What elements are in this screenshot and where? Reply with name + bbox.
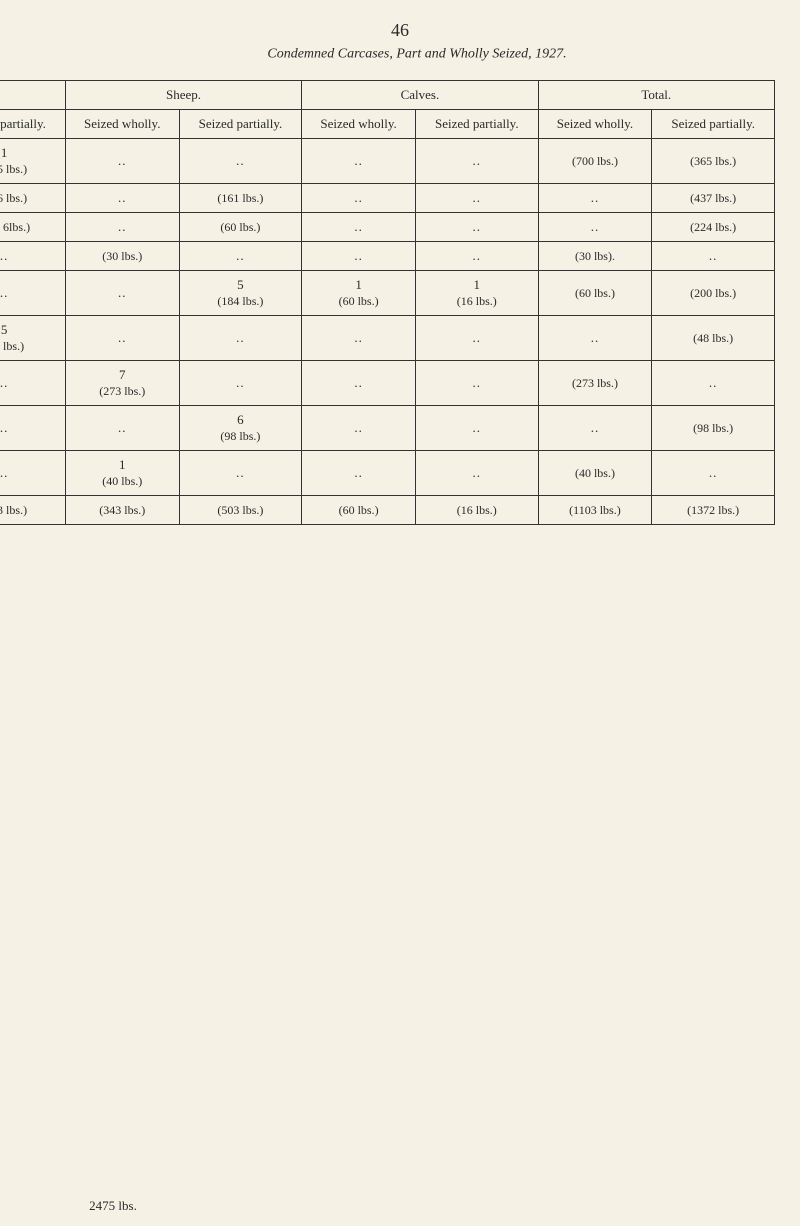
data-cell: (700 lbs.) <box>538 139 652 184</box>
totals-row: Total,(700 lbs.)(853 lbs.)(343 lbs.)(503… <box>0 496 775 525</box>
data-cell: (273 lbs.) <box>538 361 652 406</box>
data-cell: .. <box>652 242 775 271</box>
data-cell: .. <box>65 271 179 316</box>
data-cell: .. <box>416 406 539 451</box>
data-cell: .. <box>302 139 416 184</box>
table-row: Infiltration and Bruising,......6(98 lbs… <box>0 406 775 451</box>
sub-total-partially: Seized partially. <box>652 110 775 139</box>
data-cell: .. <box>65 184 179 213</box>
data-cell: (437 lbs.) <box>652 184 775 213</box>
table-row: Not bled,....1(40 lbs.)......(40 lbs.).. <box>0 451 775 496</box>
table-row: Emaciation,....7(273 lbs.)......(273 lbs… <box>0 361 775 406</box>
carcases-table: Disease. Cattle. Sheep. Calves. Total. S… <box>0 80 775 525</box>
data-cell: (48 lbs.) <box>652 316 775 361</box>
data-cell: .. <box>179 451 302 496</box>
data-cell: 6(98 lbs.) <box>179 406 302 451</box>
sub-total-wholly: Seized wholly. <box>538 110 652 139</box>
data-cell: .. <box>538 213 652 242</box>
data-cell: .. <box>302 451 416 496</box>
data-cell: .. <box>652 361 775 406</box>
data-cell: 5(184 lbs.) <box>179 271 302 316</box>
data-cell: (60 lbs.) <box>538 271 652 316</box>
data-cell: .. <box>416 242 539 271</box>
table-row: Fever,......5(184 lbs.)1(60 lbs.)1(16 lb… <box>0 271 775 316</box>
total-cell: (1372 lbs.) <box>652 496 775 525</box>
data-cell: (224 lbs.) <box>652 213 775 242</box>
category-total: Total. <box>538 81 774 110</box>
data-cell: .. <box>0 406 65 451</box>
total-cell: (60 lbs.) <box>302 496 416 525</box>
data-cell: (200 lbs.) <box>652 271 775 316</box>
data-cell: .. <box>0 242 65 271</box>
sub-sheep-wholly: Seized wholly. <box>65 110 179 139</box>
data-cell: (365 lbs.) <box>652 139 775 184</box>
category-sheep: Sheep. <box>65 81 301 110</box>
data-cell: (98 lbs.) <box>652 406 775 451</box>
total-cell: (853 lbs.) <box>0 496 65 525</box>
data-cell: .. <box>302 361 416 406</box>
grand-total: 2475 lbs. <box>89 1198 137 1214</box>
table-row: Tuberculosis,1(700 lbs.)1(365 lbs.).....… <box>0 139 775 184</box>
data-cell: .. <box>0 361 65 406</box>
total-cell: (343 lbs.) <box>65 496 179 525</box>
data-cell: (276 lbs.) <box>0 184 65 213</box>
data-cell: .. <box>179 316 302 361</box>
data-cell: .. <box>65 406 179 451</box>
data-cell: .. <box>416 139 539 184</box>
data-cell: .. <box>65 213 179 242</box>
data-cell: .. <box>302 184 416 213</box>
total-cell: (16 lbs.) <box>416 496 539 525</box>
data-cell: .. <box>416 361 539 406</box>
table-title: Condemned Carcases, Part and Wholly Seiz… <box>267 47 566 63</box>
data-cell: 1(40 lbs.) <box>65 451 179 496</box>
data-cell: (161 lbs.) <box>179 184 302 213</box>
data-cell: (40 lbs.) <box>538 451 652 496</box>
data-cell: (30 lbs). <box>538 242 652 271</box>
total-cell: (1103 lbs.) <box>538 496 652 525</box>
data-cell: (60 lbs.) <box>179 213 302 242</box>
category-calves: Calves. <box>302 81 538 110</box>
data-cell: .. <box>416 184 539 213</box>
data-cell: (30 lbs.) <box>65 242 179 271</box>
data-cell: .. <box>179 361 302 406</box>
data-cell: 1(365 lbs.) <box>0 139 65 184</box>
table-row: Actinomycosis,..5(48 lbs.)..........(48 … <box>0 316 775 361</box>
data-cell: .. <box>416 213 539 242</box>
total-cell: (503 lbs.) <box>179 496 302 525</box>
data-cell: .. <box>416 316 539 361</box>
data-cell: .. <box>179 139 302 184</box>
data-cell: .. <box>65 316 179 361</box>
data-cell: .. <box>416 451 539 496</box>
sub-cattle-partially: Seized partially. <box>0 110 65 139</box>
data-cell: .. <box>538 316 652 361</box>
data-cell: .. <box>302 213 416 242</box>
data-cell: .. <box>302 316 416 361</box>
data-cell: .. <box>302 242 416 271</box>
table-row: Distomatosis,..(164 6lbs.)..(60 lbs.)...… <box>0 213 775 242</box>
data-cell: 7(273 lbs.) <box>65 361 179 406</box>
data-cell: .. <box>538 406 652 451</box>
data-cell: (164 6lbs.) <box>0 213 65 242</box>
table-row: Cirrhosis,..(276 lbs.)..(161 lbs.)......… <box>0 184 775 213</box>
data-cell: .. <box>652 451 775 496</box>
sub-sheep-partially: Seized partially. <box>179 110 302 139</box>
data-cell: 1(16 lbs.) <box>416 271 539 316</box>
data-cell: .. <box>302 406 416 451</box>
sub-calves-partially: Seized partially. <box>416 110 539 139</box>
data-cell: .. <box>65 139 179 184</box>
table-row: Dropsy,....(30 lbs.)......(30 lbs)... <box>0 242 775 271</box>
data-cell: 5(48 lbs.) <box>0 316 65 361</box>
data-cell: 1(60 lbs.) <box>302 271 416 316</box>
data-cell: .. <box>538 184 652 213</box>
data-cell: .. <box>0 451 65 496</box>
category-cattle: Cattle. <box>0 81 65 110</box>
page-number: 46 <box>10 20 790 41</box>
sub-calves-wholly: Seized wholly. <box>302 110 416 139</box>
data-cell: .. <box>0 271 65 316</box>
data-cell: .. <box>179 242 302 271</box>
